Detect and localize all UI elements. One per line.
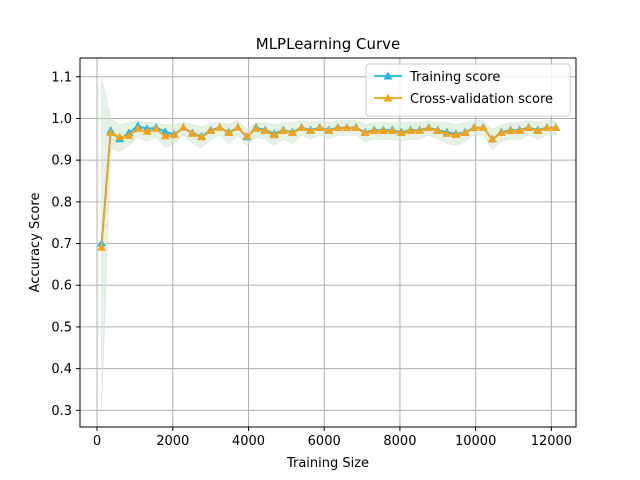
- cv-band-area: [101, 76, 557, 411]
- x-tick-label: 4000: [232, 434, 265, 449]
- data-point: [106, 128, 116, 137]
- data-point: [142, 127, 152, 135]
- data-point: [169, 130, 179, 139]
- data-point: [342, 123, 352, 132]
- data-point: [378, 126, 388, 134]
- data-point: [297, 123, 306, 132]
- data-point: [288, 128, 297, 137]
- data-point: [151, 124, 161, 132]
- data-point: [324, 126, 334, 134]
- data-point: [415, 126, 424, 134]
- data-point: [251, 124, 261, 132]
- data-point: [524, 123, 534, 132]
- data-point: [460, 128, 470, 137]
- legend-marker-training: [383, 71, 393, 80]
- data-point: [369, 126, 379, 134]
- data-point: [533, 126, 543, 134]
- y-axis-ticks: 0.3 0.4 0.5 0.6 0.7 0.8 0.9 1.0 1.1: [51, 70, 80, 419]
- plot-frame: [79, 57, 577, 428]
- data-point: [397, 128, 406, 137]
- x-tick-label: 8000: [383, 434, 416, 449]
- data-point: [160, 131, 170, 140]
- x-axis-ticks: 0 2000 4000 6000 8000 10000 12000: [93, 427, 572, 449]
- y-tick-label: 0.6: [51, 279, 72, 294]
- data-point: [406, 126, 415, 134]
- data-point: [269, 130, 279, 139]
- x-axis-label: Training Size: [286, 456, 369, 471]
- data-point: [115, 132, 125, 141]
- x-tick-label: 6000: [308, 434, 341, 449]
- data-point: [97, 243, 106, 251]
- data-point: [506, 126, 515, 134]
- data-point: [433, 126, 443, 134]
- data-point: [497, 128, 506, 137]
- data-point: [442, 129, 452, 137]
- data-point: [197, 132, 206, 141]
- y-axis-label: Accuracy Score: [28, 193, 43, 293]
- x-tick-label: 2000: [156, 434, 189, 449]
- legend-box: [365, 63, 571, 117]
- data-point: [133, 124, 143, 132]
- chart-title: MLPLearning Curve: [256, 35, 401, 53]
- data-point: [233, 123, 243, 131]
- data-point: [542, 123, 552, 132]
- y-tick-label: 1.1: [51, 70, 72, 85]
- series-cross-validation: [97, 123, 561, 251]
- data-point: [160, 127, 170, 135]
- data-point: [306, 126, 315, 134]
- data-point: [188, 129, 197, 137]
- data-point: [242, 131, 252, 140]
- series-layer: [97, 121, 561, 251]
- data-point: [224, 128, 234, 137]
- data-point: [469, 123, 479, 132]
- data-point: [551, 123, 561, 132]
- data-point: [124, 131, 134, 139]
- legend-marker-cv: [383, 93, 393, 102]
- data-point: [451, 130, 461, 139]
- y-tick-label: 0.4: [51, 362, 72, 377]
- data-point: [515, 126, 524, 134]
- data-point: [206, 126, 215, 134]
- data-point: [178, 123, 188, 131]
- plot-background: [80, 58, 576, 427]
- data-point: [278, 126, 288, 134]
- data-point: [351, 123, 361, 132]
- data-point: [333, 123, 343, 132]
- legend-entry-training: Training score: [374, 70, 500, 85]
- x-tick-label: 0: [93, 434, 101, 449]
- data-point: [478, 123, 488, 132]
- legend-entry-cv: Cross-validation score: [374, 92, 553, 107]
- y-tick-label: 1.0: [51, 112, 72, 127]
- y-tick-label: 0.5: [51, 320, 72, 335]
- data-point: [487, 134, 497, 143]
- y-tick-label: 0.7: [51, 237, 72, 252]
- cv-score-band: [101, 76, 557, 411]
- legend: Training score Cross-validation score: [365, 63, 571, 117]
- data-point: [360, 128, 370, 137]
- x-tick-label: 10000: [455, 434, 496, 449]
- data-point: [315, 123, 325, 132]
- data-point: [424, 123, 434, 132]
- x-tick-label: 12000: [531, 434, 572, 449]
- data-point: [260, 126, 270, 134]
- y-tick-label: 0.8: [51, 195, 72, 210]
- y-tick-label: 0.9: [51, 154, 72, 169]
- data-point: [387, 126, 397, 134]
- y-tick-label: 0.3: [51, 404, 72, 419]
- data-point: [215, 123, 225, 131]
- legend-label-training: Training score: [409, 70, 500, 85]
- legend-label-cv: Cross-validation score: [410, 92, 553, 107]
